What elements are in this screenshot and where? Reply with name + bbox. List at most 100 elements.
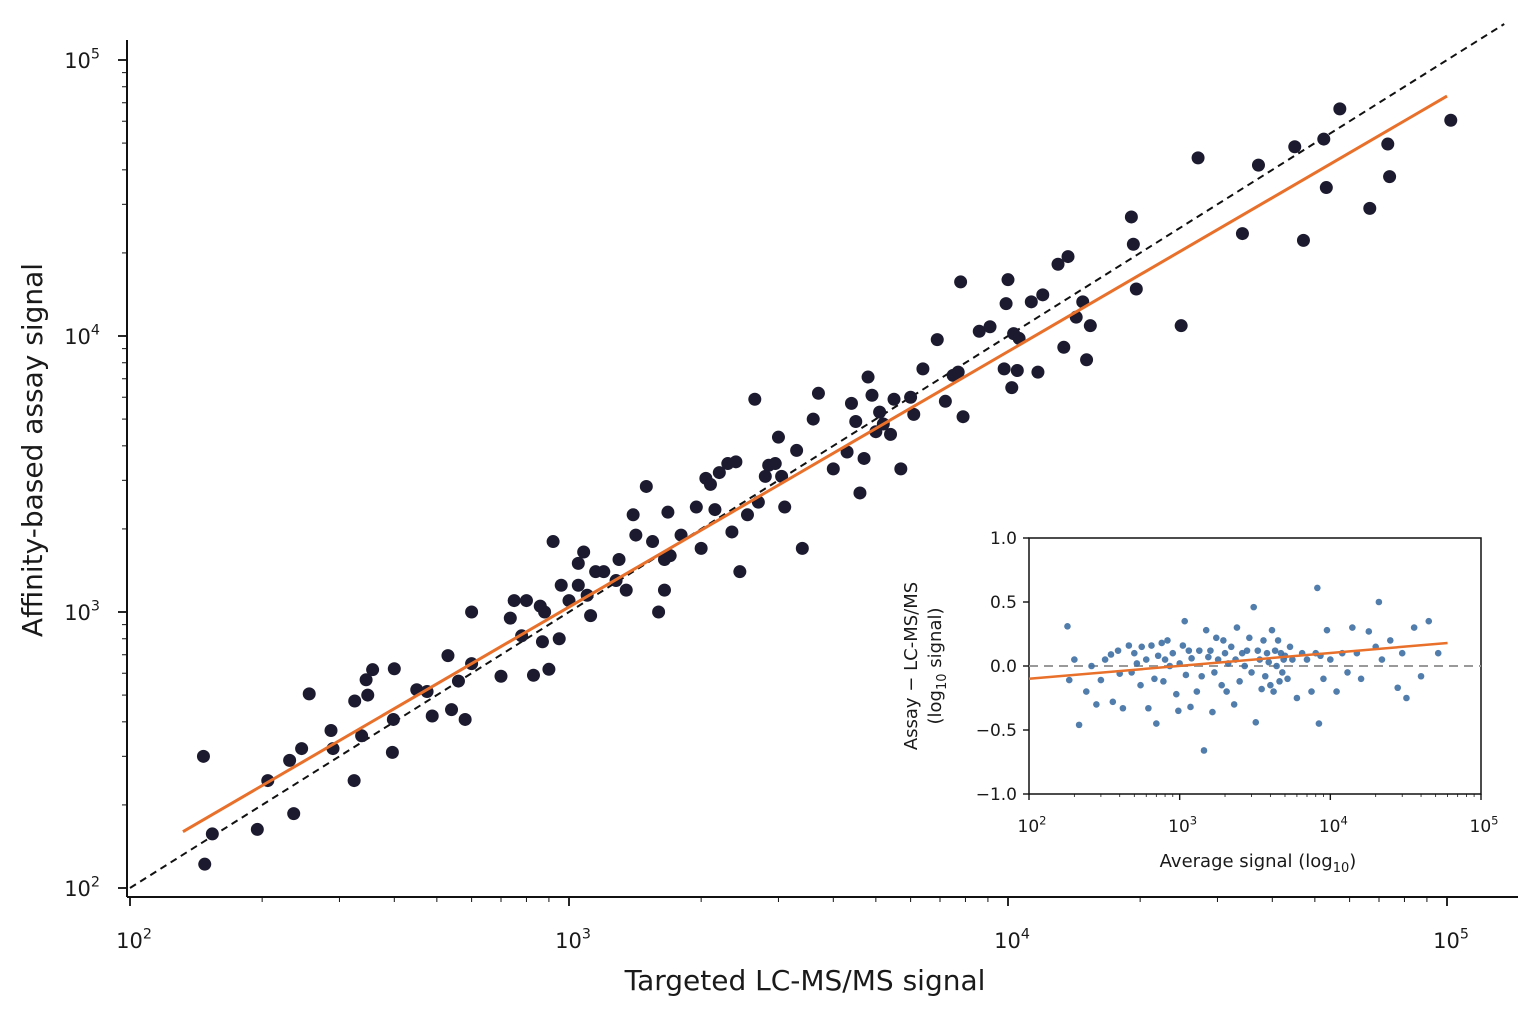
inset-data-point [1101,656,1109,663]
data-point [1296,233,1310,247]
data-point [1080,353,1094,367]
inset-x-tick-label: 102 [1018,813,1047,837]
data-point [916,362,930,376]
inset-data-point [1398,649,1406,657]
inset-regression-line [1028,641,1448,681]
data-point [1031,365,1045,379]
main-y-axis-label: Affinity-based assay signal [16,263,49,637]
inset-data-point [1344,669,1351,676]
inset-data-point [1088,662,1095,670]
data-point [884,427,898,441]
data-point [712,466,726,480]
data-point [503,611,517,625]
inset-data-point [1365,628,1373,635]
y-tick-label: 103 [64,599,100,625]
inset-data-point [1270,688,1277,695]
data-point [694,541,708,555]
inset-data-point [1333,688,1340,695]
inset-data-point [1200,747,1208,754]
inset-y-label-sub: 10 [935,673,950,690]
inset-x-tick-label: 104 [1319,813,1348,837]
data-point [663,549,677,563]
identity-line [129,23,1505,889]
data-point [1036,288,1050,302]
data-point [1251,158,1265,172]
inset-data-point [1107,651,1115,658]
data-point [196,749,210,763]
data-point [577,545,591,559]
data-point [1174,319,1188,333]
inset-x-label-close: ) [1349,851,1356,872]
data-point [1383,170,1397,184]
inset-data-point [1151,675,1158,683]
inset-data-point [1212,634,1220,642]
inset-data-point [1320,675,1327,683]
data-point [997,362,1011,376]
inset-data-point [1276,678,1283,685]
data-point [366,663,380,677]
data-point [795,541,809,555]
inset-y-tick-label: 0.0 [990,657,1017,677]
data-point [1129,282,1143,296]
data-point [938,394,952,408]
data-point [1010,363,1024,377]
inset-data-point [1160,678,1167,685]
data-point [771,430,785,444]
data-point [811,386,825,400]
data-point [546,535,560,549]
inset-data-point [1233,624,1241,631]
inset-data-point [1202,626,1210,634]
main-plot: 102 103 104 105 102 103 104 105 Targeted LC-MS… [16,23,1518,997]
inset-data-point [1274,637,1282,644]
inset-data-point [1327,656,1334,663]
inset-data-point [1071,656,1078,663]
inset-x-label-sub: 10 [1333,861,1350,876]
data-point [865,388,879,402]
data-point [1333,102,1347,116]
data-point [1051,257,1065,271]
inset-y-ticks: −1.0 −0.5 0.0 0.5 1.0 [976,529,1029,805]
data-point [689,500,703,514]
inset-data-point [1236,678,1243,685]
inset-data-point [1093,701,1100,708]
data-point [526,668,540,682]
data-point [324,724,338,738]
inset-y-tick-label: 1.0 [990,529,1017,549]
data-point [198,857,212,871]
inset-data-point [1289,656,1296,663]
data-point [507,594,521,608]
y-tick-label: 104 [64,323,100,349]
data-point [930,333,944,347]
inset-data-point [1221,649,1229,657]
x-tick-label: 104 [994,927,1030,953]
data-point [205,827,219,841]
data-point [1005,381,1019,395]
inset-data-point [1145,704,1152,712]
inset-data-point [1248,669,1255,676]
inset-data-point [1133,660,1141,667]
inset-data-point [1268,626,1276,634]
data-point [849,415,863,429]
data-point [619,583,633,597]
inset-data-point [1303,656,1311,663]
inset-data-point [1246,634,1253,642]
data-point [646,535,660,549]
data-point [708,503,722,517]
inset-x-axis-label: Average signal (log10) [1160,851,1357,876]
data-point [790,443,804,457]
data-point [250,822,264,836]
inset-data-point [1349,624,1356,631]
data-point [983,320,997,334]
inset-y-axis-label-line2: (log10 signal) [925,607,950,724]
data-point [571,556,585,570]
data-point [385,745,399,759]
data-point [287,807,301,821]
data-point [542,662,556,676]
inset-y-axis-label-line1: Assay − LC-MS/MS [901,582,922,750]
data-point [494,669,508,683]
data-point [387,662,401,676]
data-point [629,528,643,542]
inset-data-point [1314,584,1321,592]
data-point [1061,250,1075,264]
inset-data-point [1293,694,1301,702]
